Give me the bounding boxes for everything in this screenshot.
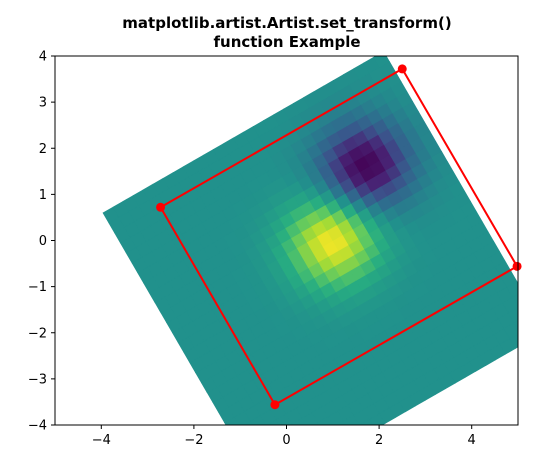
heatmap-cell xyxy=(273,455,289,460)
heatmap-cell xyxy=(294,444,310,460)
heatmap-cell xyxy=(324,426,340,442)
heatmap-cell xyxy=(246,431,262,447)
heatmap-cell xyxy=(298,428,314,444)
heatmap-cell xyxy=(309,448,325,460)
y-tick-label: 4 xyxy=(39,50,47,65)
heatmap-cell xyxy=(242,447,258,460)
heatmap-cell xyxy=(517,306,518,307)
y-tick-label: −3 xyxy=(28,372,47,387)
heatmap-cell xyxy=(304,438,320,454)
heatmap-cell xyxy=(358,424,360,425)
heatmap-cell xyxy=(507,306,518,324)
heatmap-cell xyxy=(512,293,518,307)
markers-layer xyxy=(156,64,522,410)
x-tick-label: −2 xyxy=(184,433,203,448)
heatmap-cell xyxy=(339,431,355,447)
heatmap-cell xyxy=(236,437,252,453)
heatmap-cell xyxy=(319,442,335,458)
heatmap-cell xyxy=(314,432,330,448)
heatmap-cell xyxy=(252,441,268,457)
y-tick-label: 0 xyxy=(39,234,47,249)
corner-point xyxy=(156,202,166,212)
x-tick-label: −4 xyxy=(92,433,111,448)
heatmap-cell xyxy=(262,435,278,451)
heatmap-cell xyxy=(266,424,267,425)
corner-point xyxy=(512,261,522,271)
heatmap-cell xyxy=(299,454,315,460)
chart-title-line-2: function Example xyxy=(213,33,361,51)
corner-point xyxy=(270,400,280,410)
y-tick-label: −4 xyxy=(28,419,47,434)
y-tick-label: 1 xyxy=(39,188,47,203)
x-tick-label: 0 xyxy=(282,433,290,448)
heatmap-cell xyxy=(524,311,540,327)
y-tick-label: −2 xyxy=(28,326,47,341)
x-axis: −4 −2 0 2 4 xyxy=(92,425,476,448)
y-tick-label: −1 xyxy=(28,280,47,295)
heatmap-cell xyxy=(520,327,536,343)
heatmap-cell xyxy=(268,445,284,460)
heatmap-cell xyxy=(258,451,274,460)
corner-point xyxy=(397,64,407,74)
heatmap-cell xyxy=(284,450,300,460)
heatmap-cell xyxy=(513,320,518,331)
x-tick-label: 4 xyxy=(468,433,476,448)
y-tick-label: 2 xyxy=(39,142,47,157)
chart-title-line-1: matplotlib.artist.Artist.set_transform() xyxy=(122,14,452,32)
heatmap-cell xyxy=(530,321,546,337)
y-tick-label: 3 xyxy=(39,96,47,111)
heatmap-cell xyxy=(373,56,390,68)
heatmap-cell xyxy=(329,436,345,452)
x-tick-label: 2 xyxy=(375,433,383,448)
y-axis: −4 −3 −2 −1 0 1 2 3 4 xyxy=(28,50,55,434)
heatmap-cell xyxy=(230,427,246,443)
